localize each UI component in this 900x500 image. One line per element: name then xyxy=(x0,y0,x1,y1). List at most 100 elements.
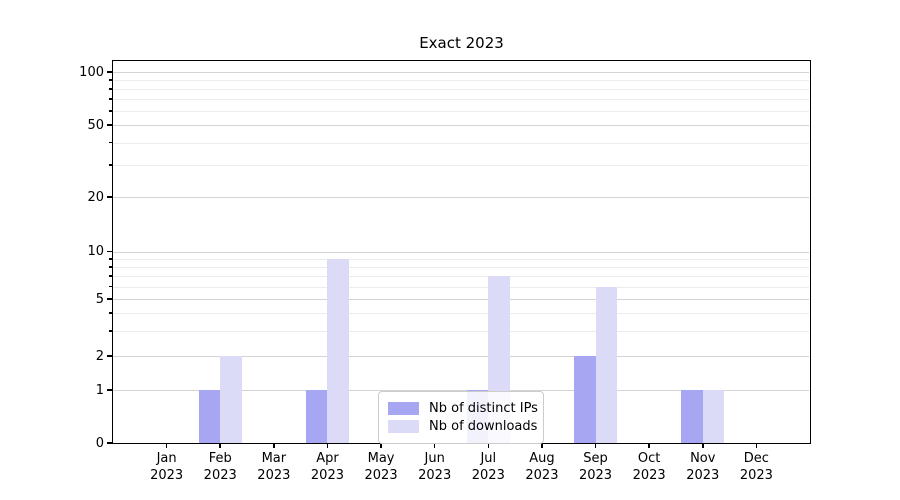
x-tick-year: 2023 xyxy=(471,467,505,483)
y-tick-label: 20 xyxy=(87,189,104,205)
x-tick-year: 2023 xyxy=(364,467,398,483)
y-tick-minor xyxy=(109,164,112,166)
y-tick-label: 2 xyxy=(95,348,104,364)
legend: Nb of distinct IPs Nb of downloads xyxy=(378,391,544,444)
x-tick-month: Jul xyxy=(480,451,497,466)
y-tick-minor xyxy=(109,88,112,90)
y-tick xyxy=(107,389,112,391)
bar-distinct-ips xyxy=(306,390,328,443)
legend-swatch-distinct-ips xyxy=(388,402,419,415)
gridline-major xyxy=(113,72,809,73)
x-tick-year: 2023 xyxy=(418,467,452,483)
x-tick-year: 2023 xyxy=(150,467,184,483)
y-tick-minor xyxy=(109,79,112,81)
bar-distinct-ips xyxy=(574,356,596,443)
x-tick-label: Oct 2023 xyxy=(619,451,679,484)
x-tick-label: Apr 2023 xyxy=(297,451,357,484)
x-tick-year: 2023 xyxy=(739,467,773,483)
x-tick-year: 2023 xyxy=(632,467,666,483)
x-tick xyxy=(380,444,382,448)
gridline-minor xyxy=(113,80,809,82)
x-tick-label: Mar 2023 xyxy=(244,451,304,484)
x-tick-year: 2023 xyxy=(203,467,237,483)
chart-title: Exact 2023 xyxy=(419,34,504,52)
bar-downloads xyxy=(327,258,349,443)
x-tick-month: Oct xyxy=(637,451,661,466)
y-tick-minor xyxy=(109,265,112,268)
gridline-minor xyxy=(113,111,809,113)
y-tick-minor xyxy=(109,257,112,260)
x-tick-year: 2023 xyxy=(525,467,559,483)
y-tick-minor xyxy=(109,141,112,144)
x-tick-month: Feb xyxy=(208,451,232,466)
x-tick-label: Nov 2023 xyxy=(673,451,733,484)
gridline-minor xyxy=(113,99,809,101)
legend-row: Nb of downloads xyxy=(388,418,537,435)
y-tick-label: 5 xyxy=(95,291,104,307)
x-tick xyxy=(487,444,490,448)
bar-distinct-ips xyxy=(681,390,703,443)
x-tick xyxy=(594,444,597,448)
y-tick-minor xyxy=(109,285,112,288)
gridline-major xyxy=(113,299,809,300)
x-tick xyxy=(326,444,329,448)
x-tick-month: Jan xyxy=(156,451,177,466)
x-tick-label: Sep 2023 xyxy=(566,451,626,484)
x-tick-year: 2023 xyxy=(257,467,291,483)
x-tick-label: Aug 2023 xyxy=(512,451,572,484)
y-tick xyxy=(107,250,112,253)
y-tick xyxy=(107,298,112,300)
x-tick-year: 2023 xyxy=(578,467,613,483)
y-tick-minor xyxy=(109,329,112,332)
gridline-minor xyxy=(113,275,809,277)
x-tick-month: Sep xyxy=(583,451,608,466)
bar-downloads xyxy=(220,356,242,443)
y-tick-minor xyxy=(109,312,112,314)
x-tick-label: Jun 2023 xyxy=(405,451,465,484)
gridline-minor xyxy=(113,142,809,144)
y-tick xyxy=(107,71,112,73)
x-tick xyxy=(648,444,650,448)
y-tick-label: 50 xyxy=(87,117,104,133)
y-tick-minor xyxy=(109,98,112,101)
bar-downloads xyxy=(702,390,725,443)
x-tick xyxy=(273,444,275,448)
x-tick-month: Aug xyxy=(529,451,555,466)
bar-distinct-ips xyxy=(198,390,221,443)
gridline-minor xyxy=(113,286,809,288)
x-tick xyxy=(541,444,543,448)
x-tick-label: Feb 2023 xyxy=(190,451,250,484)
gridline-major xyxy=(113,125,809,126)
gridline-minor xyxy=(113,266,809,268)
x-tick-month: Apr xyxy=(316,451,339,466)
gridline-major xyxy=(113,197,809,198)
plot-area xyxy=(112,60,811,444)
x-tick xyxy=(433,444,436,448)
x-tick-month: May xyxy=(367,451,395,466)
x-tick xyxy=(165,444,168,448)
y-tick-minor xyxy=(109,110,112,112)
bar-downloads xyxy=(595,286,617,443)
x-tick-month: Dec xyxy=(743,451,769,466)
gridline-minor xyxy=(113,165,809,167)
x-tick xyxy=(755,444,758,448)
x-tick-month: Nov xyxy=(690,451,716,466)
gridline-major xyxy=(113,390,809,391)
legend-row: Nb of distinct IPs xyxy=(388,400,538,417)
x-tick xyxy=(219,444,222,448)
x-tick-label: May 2023 xyxy=(351,451,411,484)
gridline-minor xyxy=(113,89,809,91)
y-tick-minor xyxy=(109,275,112,277)
y-tick xyxy=(107,196,112,198)
gridline-major xyxy=(113,356,809,357)
gridline-minor xyxy=(113,258,809,260)
legend-label: Nb of distinct IPs xyxy=(429,401,538,416)
gridline-minor xyxy=(113,330,809,332)
y-tick xyxy=(107,355,112,357)
x-tick xyxy=(701,444,704,448)
y-tick-label: 0 xyxy=(95,435,104,451)
y-tick-label: 10 xyxy=(87,244,104,259)
x-tick-label: Jan 2023 xyxy=(137,451,197,484)
y-tick-label: 1 xyxy=(95,382,104,398)
